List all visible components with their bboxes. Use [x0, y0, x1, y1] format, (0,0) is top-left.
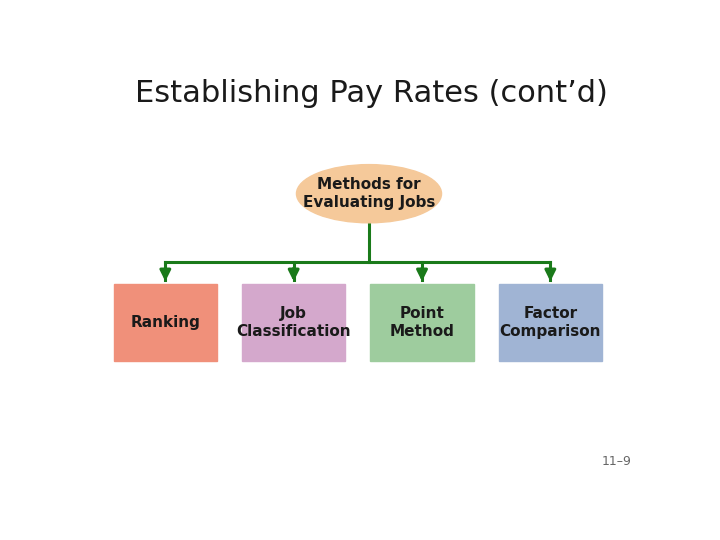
Text: Establishing Pay Rates (cont’d): Establishing Pay Rates (cont’d) — [135, 79, 608, 109]
Ellipse shape — [297, 165, 441, 223]
Text: 11–9: 11–9 — [601, 455, 631, 468]
Text: Methods for
Evaluating Jobs: Methods for Evaluating Jobs — [303, 178, 435, 210]
FancyBboxPatch shape — [499, 284, 602, 361]
Text: Point
Method: Point Method — [390, 306, 454, 339]
FancyBboxPatch shape — [242, 284, 346, 361]
FancyBboxPatch shape — [370, 284, 474, 361]
Text: Factor
Comparison: Factor Comparison — [500, 306, 601, 339]
Text: Job
Classification: Job Classification — [236, 306, 351, 339]
Text: Ranking: Ranking — [130, 315, 200, 330]
FancyBboxPatch shape — [114, 284, 217, 361]
